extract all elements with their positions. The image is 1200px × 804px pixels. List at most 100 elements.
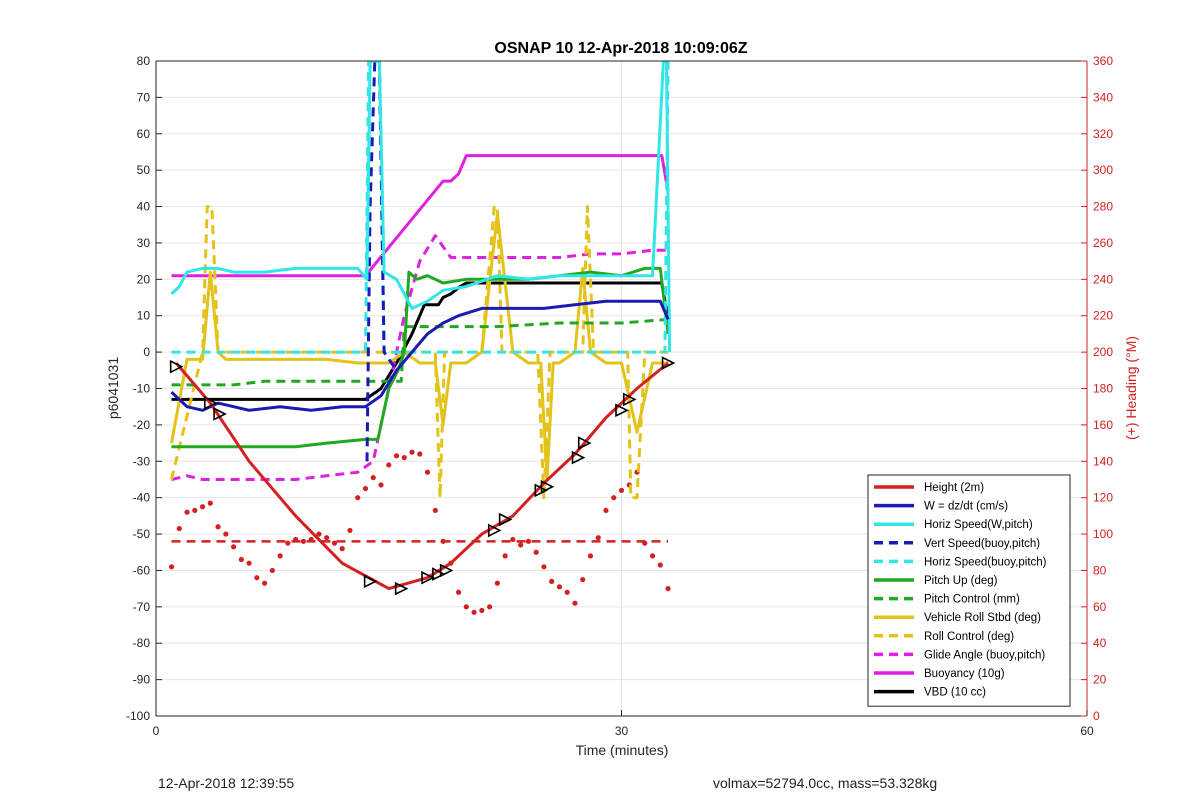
legend-entry: Glide Angle (buoy,pitch) [924,649,1045,661]
y2-tick-label: 300 [1093,163,1113,177]
x-axis-label: Time (minutes) [576,742,669,758]
heading-point [533,549,539,555]
heading-point [564,589,570,595]
heading-point [393,453,400,459]
y2-tick-label: 340 [1093,90,1113,104]
heading-point [665,586,671,592]
heading-point [215,524,221,530]
footer-timestamp: 12-Apr-2018 12:39:55 [158,775,295,791]
y-tick-label: 20 [137,272,151,286]
legend-entry: VBD (10 cc) [924,687,986,699]
legend-entry: W = dz/dt (cm/s) [924,501,1008,513]
heading-point [401,455,407,461]
height-marker [169,359,184,374]
y-tick-label: -90 [133,673,151,687]
heading-point [331,540,338,546]
legend: Height (2m) W = dz/dt (cm/s) Horiz Speed(W… [867,474,1071,707]
heading-point [184,509,190,515]
height-marker [204,396,218,410]
heading-point [572,600,578,606]
heading-point [347,527,353,534]
height-marker [571,450,586,465]
y2-tick-label: 200 [1093,345,1113,359]
series-line-7 [170,212,669,481]
heading-point [386,462,392,468]
heading-point [549,578,555,584]
series-line-3 [365,61,398,462]
y-tick-label: -20 [133,418,151,432]
heading-point [324,535,330,541]
y2-tick-label: 40 [1093,636,1107,650]
height-marker [439,563,454,578]
axes: 80706050403020100-10-20-30-40-50-60-70-8… [126,54,1113,738]
y2-tick-label: 100 [1093,527,1113,541]
heading-point [300,538,307,544]
y-tick-label: -50 [133,527,151,541]
plot-area [168,61,676,615]
chart-title: OSNAP 10 12-Apr-2018 10:09:06Z [494,40,747,57]
heading-point [176,525,182,532]
heading-point [362,485,369,492]
y2-tick-label: 60 [1093,600,1107,614]
heading-point [657,562,663,568]
y-tick-label: 50 [137,163,151,177]
legend-entry: Vehicle Roll Stbd (deg) [924,612,1041,624]
heading-point [355,495,361,501]
y2-axis-label: (+) Heading (°M) [1123,336,1139,440]
y-tick-label: -60 [133,563,151,577]
y-tick-label: 30 [137,236,151,250]
heading-point [339,546,345,552]
plot-series-group [168,61,676,615]
height-marker [363,574,378,589]
heading-point [223,531,229,537]
height-marker [421,570,435,585]
legend-entry: Roll Control (deg) [924,631,1014,643]
height-marker [615,403,629,418]
footer-volmax-mass: volmax=52794.0cc, mass=53.328kg [713,775,938,791]
heading-point [580,576,586,583]
height-marker [577,436,592,450]
series-line-1 [170,299,670,412]
y2-tick-label: 280 [1093,200,1113,214]
heading-point [642,540,648,546]
heading-point [370,475,376,481]
heading-point [440,538,446,544]
series-line-2 [170,61,672,353]
y-tick-label: 60 [137,127,151,141]
y2-tick-label: 220 [1093,309,1113,323]
y2-tick-label: 320 [1093,127,1113,141]
y2-tick-label: 180 [1093,382,1113,396]
x-tick-label: 60 [1080,724,1094,738]
y2-tick-label: 360 [1093,54,1113,68]
heading-point [603,507,609,514]
y-tick-label: -40 [133,491,151,505]
heading-point [463,604,469,610]
height-marker [213,407,227,421]
heading-point [611,495,617,501]
y-tick-label: 0 [143,345,150,359]
series-line-9 [171,234,669,481]
y2-tick-label: 260 [1093,236,1113,250]
y-tick-label: 10 [137,309,151,323]
height-marker [498,512,513,527]
y-tick-label: -10 [133,382,151,396]
series-line-0 [175,361,670,591]
y-tick-label: 40 [137,200,151,214]
heading-point [207,500,213,506]
y2-tick-label: 80 [1093,563,1107,577]
heading-point [293,536,299,543]
y-axis-label: p6041031 [105,357,121,420]
heading-point [409,449,415,455]
series-line-11 [171,281,670,401]
heading-point [479,607,485,614]
heading-point [487,604,493,610]
legend-entry: Height (2m) [924,482,984,494]
height-marker [487,523,502,538]
legend-entry: Vert Speed(buoy,pitch) [924,538,1040,550]
height-marker [622,392,637,407]
heading-point [246,560,252,566]
y-tick-label: -30 [133,454,151,468]
heading-point [502,553,508,559]
height-marker [432,567,446,581]
